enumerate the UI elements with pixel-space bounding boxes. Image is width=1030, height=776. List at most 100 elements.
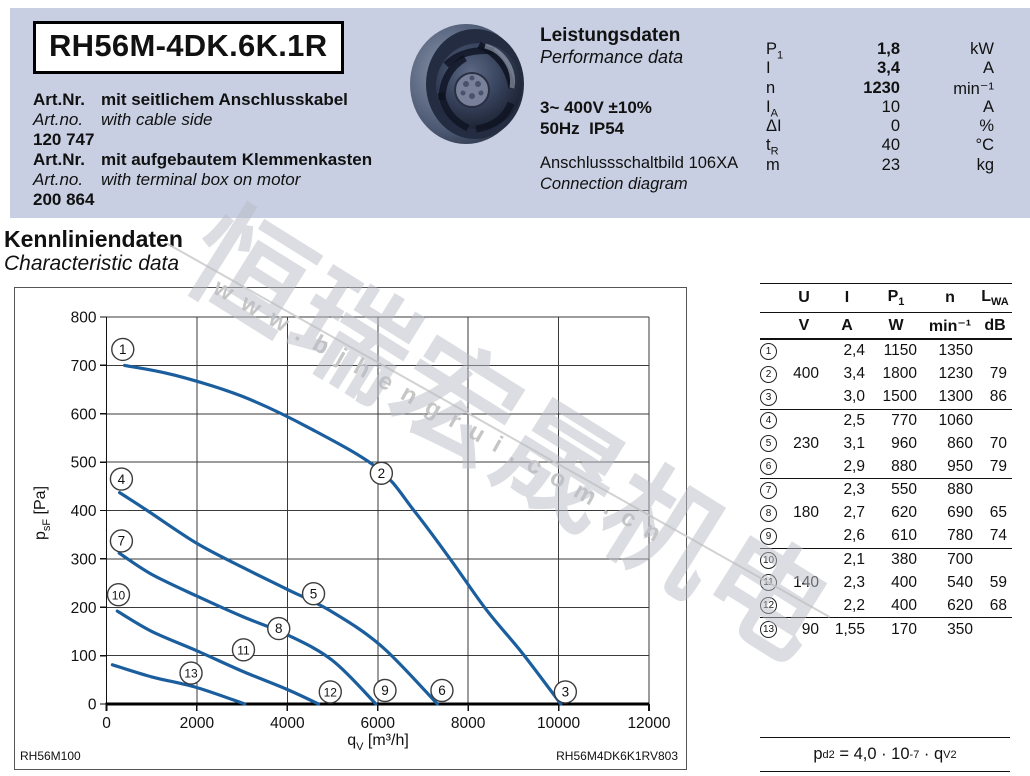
performance-param-row: P1 1,8 kW [766, 40, 994, 62]
art-row-en: Art.no. with terminal box on motor [33, 170, 372, 190]
svg-text:8: 8 [275, 621, 283, 636]
art-block-cable: Art.Nr. mit seitlichem Anschlusskabel Ar… [33, 90, 348, 150]
point-number-badge: 1 [760, 342, 777, 360]
svg-text:100: 100 [71, 648, 97, 665]
model-title: RH56M-4DK.6K.1R [49, 28, 328, 63]
table-row: 4 2,5 770 1060 [760, 408, 1012, 433]
point-number-badge: 12 [760, 597, 777, 615]
model-title-box: RH56M-4DK.6K.1R [33, 21, 345, 74]
art-label-de: Art.Nr. [33, 90, 85, 109]
svg-text:500: 500 [71, 455, 97, 472]
performance-param-row: I 3,4 A [766, 59, 994, 78]
table-row: 7 2,3 550 880 [760, 478, 1012, 502]
table-row: 3 3,0 1500 1300 86 [760, 386, 1012, 409]
performance-title-de: Leistungsdaten [540, 25, 681, 46]
svg-text:400: 400 [71, 503, 97, 520]
point-number-badge: 9 [760, 527, 777, 545]
svg-text:6: 6 [438, 683, 446, 698]
svg-text:600: 600 [71, 406, 97, 423]
svg-text:4000: 4000 [270, 715, 305, 732]
svg-text:9: 9 [381, 683, 389, 698]
table-row: U I P1 n LWA [760, 284, 1012, 313]
art-row-en: Art.no. with cable side [33, 110, 348, 130]
svg-text:200: 200 [71, 600, 97, 617]
performance-param-row: ΔI 0% [766, 117, 994, 136]
table-row: 9 2,6 610 780 74 [760, 525, 1012, 548]
art-text-en: with cable side [101, 110, 213, 129]
table-row: 1 2,4 1150 1350 [760, 340, 1012, 363]
table-row: 6 2,9 880 950 79 [760, 455, 1012, 478]
svg-text:0: 0 [102, 715, 111, 732]
svg-text:2: 2 [378, 466, 386, 481]
svg-text:8000: 8000 [451, 715, 486, 732]
connection-diagram-de: Anschlussschaltbild 106XA [540, 154, 739, 172]
performance-title-en: Performance data [540, 47, 684, 67]
art-text-de: mit seitlichem Anschlusskabel [101, 90, 348, 109]
curve [117, 551, 378, 706]
svg-text:2000: 2000 [180, 715, 215, 732]
section-title-en: Characteristic data [4, 252, 180, 275]
x-axis-title: qV [m³/h] [347, 732, 409, 753]
curve [123, 363, 563, 706]
svg-text:6000: 6000 [361, 715, 396, 732]
art-row-de: Art.Nr. mit aufgebautem Klemmenkasten [33, 150, 372, 170]
y-axis-title: psF [Pa] [32, 486, 53, 540]
point-number-badge: 2 [760, 365, 777, 383]
table-row: 11 140 2,3 400 540 59 [760, 571, 1012, 594]
characteristic-curves-chart: 1 2 3 4 5 6 7 8 9 10 11 12 13 0 100 200 300 400 500 600 700 8… [14, 287, 687, 770]
svg-text:12: 12 [324, 686, 338, 700]
performance-param-row: IA 10 A [766, 97, 994, 120]
svg-text:800: 800 [71, 310, 97, 327]
svg-text:1: 1 [119, 342, 127, 357]
svg-text:0: 0 [88, 697, 97, 714]
point-number-badge: 11 [760, 574, 777, 592]
art-number: 200 864 [33, 190, 95, 209]
art-text-en: with terminal box on motor [101, 170, 301, 189]
point-number-badge: 7 [760, 481, 777, 499]
chart-footer-left: RH56M100 [20, 749, 81, 763]
point-number-badge: 6 [760, 458, 777, 476]
art-block-terminal-box: Art.Nr. mit aufgebautem Klemmenkasten Ar… [33, 150, 372, 210]
curve [110, 663, 247, 706]
chart-footer-right: RH56M4DK6K1RV803 [556, 749, 678, 763]
frequency-ip-spec: 50Hz IP54 [540, 119, 625, 138]
point-number-badge: 13 [760, 621, 777, 639]
svg-text:13: 13 [184, 667, 198, 681]
performance-param-row: n 1230 min⁻¹ [766, 78, 994, 98]
svg-text:700: 700 [71, 358, 97, 375]
art-text-de: mit aufgebautem Klemmenkasten [101, 150, 373, 169]
svg-text:3: 3 [562, 685, 570, 700]
table-row: 5 230 3,1 960 860 70 [760, 432, 1012, 455]
table-row: 13 90 1,55 170 350 [760, 617, 1012, 641]
fan-product-image [410, 24, 524, 144]
performance-param-row: tR 40 °C [766, 136, 994, 158]
svg-text:4: 4 [118, 472, 126, 487]
section-title-de: Kennliniendaten [4, 226, 183, 252]
point-number-badge: 3 [760, 388, 777, 406]
svg-text:10: 10 [112, 588, 126, 602]
voltage-spec: 3~ 400V ±10% [540, 98, 652, 117]
point-number-badge: 4 [760, 412, 777, 430]
art-label-de: Art.Nr. [33, 150, 85, 169]
svg-text:10000: 10000 [537, 715, 580, 732]
formula-lhs: p [813, 745, 823, 763]
curve [115, 609, 321, 706]
chart-canvas: 1234567891011121301002003004005006007008… [32, 310, 671, 754]
art-label-en: Art.no. [33, 110, 84, 129]
art-number: 120 747 [33, 130, 95, 149]
svg-text:7: 7 [118, 534, 126, 549]
point-number-badge: 10 [760, 551, 777, 569]
svg-text:5: 5 [310, 586, 318, 601]
table-row: 12 2,2 400 620 68 [760, 594, 1012, 617]
performance-param-row: m 23 kg [766, 155, 994, 174]
table-row: 2 400 3,4 1800 1230 79 [760, 363, 1012, 386]
table-row: 10 2,1 380 700 [760, 547, 1012, 572]
connection-diagram-en: Connection diagram [540, 175, 688, 193]
